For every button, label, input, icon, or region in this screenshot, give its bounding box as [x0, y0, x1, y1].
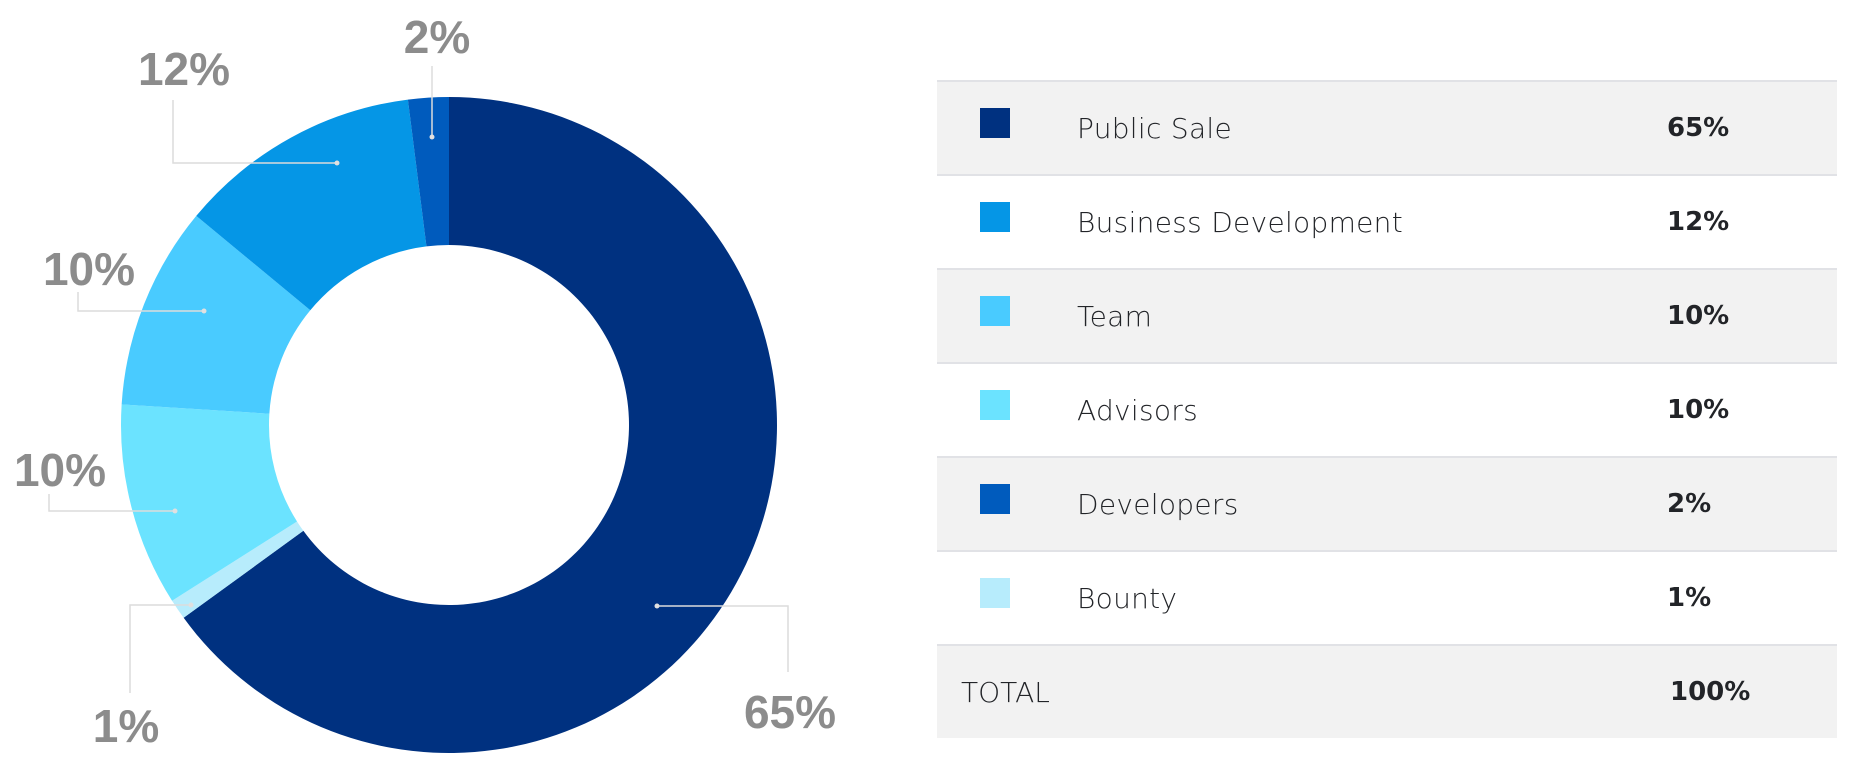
- row-name: Bounty: [1077, 581, 1178, 615]
- row-name: Advisors: [1077, 393, 1199, 427]
- table-row: Team 10%: [937, 268, 1837, 362]
- leader-dot: [654, 603, 660, 609]
- data-label: 10%: [43, 243, 135, 295]
- row-value: 10%: [1667, 395, 1730, 425]
- row-value: 65%: [1667, 113, 1730, 143]
- leader-line: [129, 604, 191, 693]
- table-row: Business Development 12%: [937, 174, 1837, 268]
- row-value: 2%: [1667, 489, 1712, 519]
- leader-dot: [201, 308, 207, 314]
- table-row: Developers 2%: [937, 456, 1837, 550]
- swatch-bounty: [980, 578, 1010, 608]
- table-row: Bounty 1%: [937, 550, 1837, 644]
- slice-team: [121, 215, 311, 414]
- swatch-business-development: [980, 202, 1010, 232]
- row-name: Public Sale: [1077, 111, 1233, 145]
- row-value: 12%: [1667, 207, 1730, 237]
- slice-business-development: [196, 99, 427, 311]
- slice-bounty: [172, 521, 304, 618]
- total-value: 100%: [1670, 677, 1751, 707]
- row-name: Developers: [1077, 487, 1239, 521]
- data-label: 1%: [93, 700, 159, 752]
- data-label: 2%: [404, 11, 470, 63]
- slice-advisors: [121, 404, 298, 601]
- swatch-public-sale: [980, 108, 1010, 138]
- swatch-developers: [980, 484, 1010, 514]
- row-value: 1%: [1667, 583, 1712, 613]
- leader-dot: [188, 602, 194, 608]
- leader-dot: [429, 134, 435, 140]
- leader-dot: [334, 160, 340, 166]
- leader-dot: [172, 508, 178, 514]
- row-value: 10%: [1667, 301, 1730, 331]
- leader-line: [48, 494, 175, 512]
- swatch-advisors: [980, 390, 1010, 420]
- row-name: Business Development: [1077, 205, 1403, 239]
- row-name: Team: [1077, 299, 1153, 333]
- donut-chart: 65% 1% 10% 10% 12% 2%: [14, 11, 836, 754]
- data-label: 12%: [138, 43, 230, 95]
- leader-line: [657, 605, 789, 672]
- table-row: Advisors 10%: [937, 362, 1837, 456]
- slice-developers: [407, 97, 449, 247]
- swatch-team: [980, 296, 1010, 326]
- table-row: Public Sale 65%: [937, 80, 1837, 174]
- data-label: 65%: [744, 686, 836, 738]
- total-label: TOTAL: [961, 675, 1050, 709]
- data-label: 10%: [14, 444, 106, 496]
- slice-public-sale: [183, 97, 777, 754]
- leader-line: [172, 100, 337, 164]
- leader-line: [77, 292, 204, 312]
- allocation-table: Public Sale 65% Business Development 12%…: [937, 80, 1837, 738]
- table-total-row: TOTAL 100%: [937, 644, 1837, 738]
